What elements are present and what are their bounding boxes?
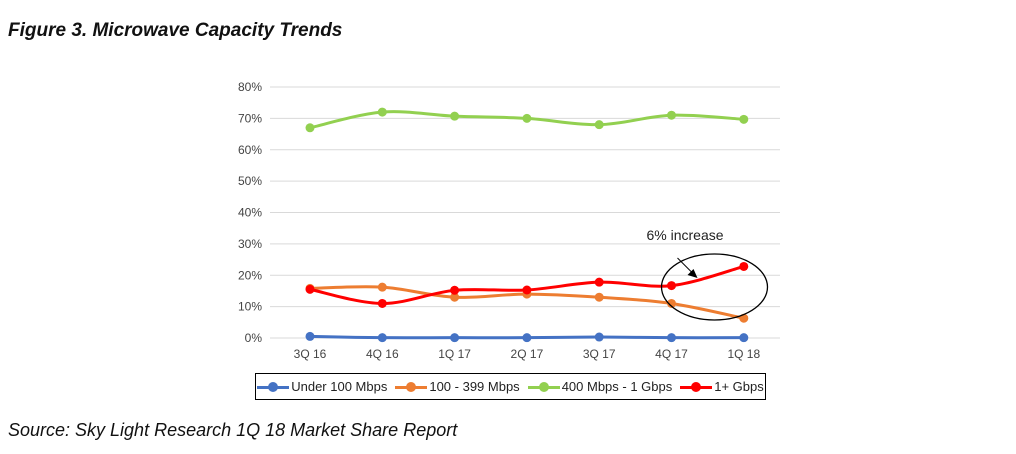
- data-point-under-100-mbps: [739, 333, 749, 343]
- data-point-400-mbps-1-gbps: [522, 113, 532, 123]
- source-caption: Source: Sky Light Research 1Q 18 Market …: [8, 420, 458, 440]
- annotation-label: 6% increase: [647, 227, 724, 243]
- data-point-1-gbps: [305, 284, 315, 294]
- data-point-1-gbps: [594, 277, 604, 287]
- legend-label: 400 Mbps - 1 Gbps: [561, 379, 673, 394]
- data-point-400-mbps-1-gbps: [377, 107, 387, 117]
- legend-swatch: [257, 381, 290, 392]
- y-tick-label: 10%: [238, 300, 262, 314]
- data-point-under-100-mbps: [377, 333, 387, 343]
- legend-swatch: [527, 381, 560, 392]
- chart-legend: Under 100 Mbps 100 - 399 Mbps 400 Mbps - 1…: [255, 373, 766, 400]
- x-tick-label: 4Q 17: [655, 347, 688, 361]
- y-tick-label: 0%: [245, 331, 263, 345]
- legend-item: 1+ Gbps: [680, 379, 764, 394]
- y-tick-label: 70%: [238, 111, 262, 125]
- data-point-100-399-mbps: [450, 292, 460, 302]
- legend-swatch: [680, 381, 713, 392]
- y-tick-label: 80%: [238, 80, 262, 94]
- data-point-under-100-mbps: [667, 333, 676, 343]
- data-point-400-mbps-1-gbps: [305, 123, 315, 133]
- data-point-100-399-mbps: [594, 292, 604, 302]
- x-tick-label: 3Q 17: [583, 347, 616, 361]
- data-point-400-mbps-1-gbps: [450, 111, 460, 121]
- y-tick-label: 50%: [238, 174, 262, 188]
- data-point-1-gbps: [450, 285, 460, 295]
- legend-item: 400 Mbps - 1 Gbps: [527, 379, 673, 394]
- legend-label: 100 - 399 Mbps: [429, 379, 520, 394]
- data-point-100-399-mbps: [377, 282, 387, 292]
- data-point-under-100-mbps: [450, 333, 460, 343]
- annotation-arrowhead: [687, 269, 698, 278]
- data-point-100-399-mbps: [667, 298, 676, 308]
- x-tick-label: 4Q 16: [366, 347, 399, 361]
- x-tick-label: 2Q 17: [511, 347, 544, 361]
- data-point-1-gbps: [739, 261, 749, 271]
- x-tick-label: 1Q 17: [438, 347, 471, 361]
- data-point-400-mbps-1-gbps: [594, 120, 604, 130]
- y-tick-label: 40%: [238, 206, 262, 220]
- legend-item: 100 - 399 Mbps: [395, 379, 520, 394]
- y-tick-label: 30%: [238, 237, 262, 251]
- legend-item: Under 100 Mbps: [257, 379, 387, 394]
- data-point-under-100-mbps: [594, 332, 604, 342]
- data-point-1-gbps: [522, 285, 532, 295]
- data-point-under-100-mbps: [305, 331, 315, 341]
- annotation-ellipse: [660, 253, 769, 321]
- annotation-arrow: [677, 257, 692, 273]
- legend-label: 1+ Gbps: [714, 379, 764, 394]
- legend-swatch: [395, 381, 428, 392]
- y-tick-label: 20%: [238, 268, 262, 282]
- data-point-400-mbps-1-gbps: [739, 114, 749, 124]
- data-point-under-100-mbps: [522, 333, 532, 343]
- x-tick-label: 3Q 16: [294, 347, 327, 361]
- figure-title: Figure 3. Microwave Capacity Trends: [8, 20, 343, 41]
- data-point-1-gbps: [377, 298, 387, 308]
- x-tick-label: 1Q 18: [727, 347, 760, 361]
- data-point-1-gbps: [667, 281, 676, 291]
- legend-label: Under 100 Mbps: [291, 379, 388, 394]
- y-tick-label: 60%: [238, 143, 262, 157]
- data-point-400-mbps-1-gbps: [667, 110, 676, 120]
